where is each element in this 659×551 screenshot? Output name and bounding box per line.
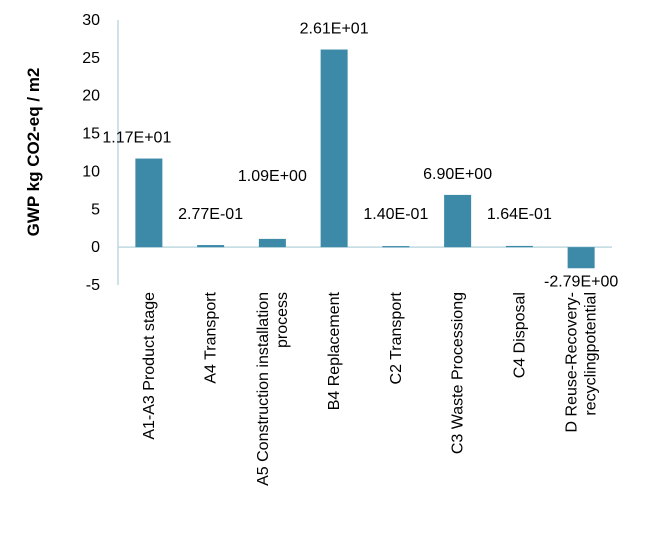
data-label: 2.77E-01: [178, 206, 243, 223]
bar: [567, 247, 595, 269]
category-label: C3 Waste Processiong: [450, 292, 467, 454]
category-label: A5 Construction installation: [255, 292, 272, 486]
category-label: C2 Transport: [388, 291, 405, 384]
data-label: 2.61E+01: [300, 21, 369, 38]
bar: [505, 245, 533, 248]
category-labels: A1-A3 Product stage A4 Transport A5 Constr…: [141, 291, 600, 485]
category-label: A1-A3 Product stage: [141, 292, 158, 440]
category-label: recyclingpotential: [583, 292, 600, 416]
y-tick-label: 20: [82, 88, 100, 105]
data-label: 1.64E-01: [487, 206, 552, 223]
bar: [135, 158, 163, 248]
bar: [444, 194, 472, 248]
bar: [320, 49, 348, 248]
category-label: C4 Disposal: [511, 292, 528, 378]
bar: [197, 245, 225, 248]
data-label: 1.17E+01: [102, 130, 171, 147]
data-label: -2.79E+00: [544, 273, 618, 290]
category-label: B4 Replacement: [326, 291, 343, 410]
y-axis-title: GWP kg CO2-eq / m2: [24, 68, 43, 237]
y-tick-label: 5: [91, 201, 100, 218]
y-tick-label: 10: [82, 163, 100, 180]
category-label: process: [274, 292, 291, 348]
y-axis-ticks: -5 0 5 10 15 20 25 30: [82, 12, 100, 294]
category-label: A4 Transport: [203, 291, 220, 383]
y-tick-label: 15: [82, 126, 100, 143]
bar: [382, 246, 410, 248]
bar: [258, 238, 286, 248]
y-tick-label: 0: [91, 239, 100, 256]
bars: [135, 49, 595, 269]
data-labels: 1.17E+01 2.77E-01 1.09E+00 2.61E+01 1.40E-01…: [102, 21, 618, 291]
category-label: D Reuse-Recovery-: [564, 292, 581, 432]
data-label: 6.90E+00: [423, 166, 492, 183]
data-label: 1.40E-01: [363, 206, 428, 223]
data-label: 1.09E+00: [238, 168, 307, 185]
y-tick-label: 30: [82, 12, 100, 29]
y-tick-label: -5: [86, 277, 100, 294]
y-tick-label: 25: [82, 50, 100, 67]
